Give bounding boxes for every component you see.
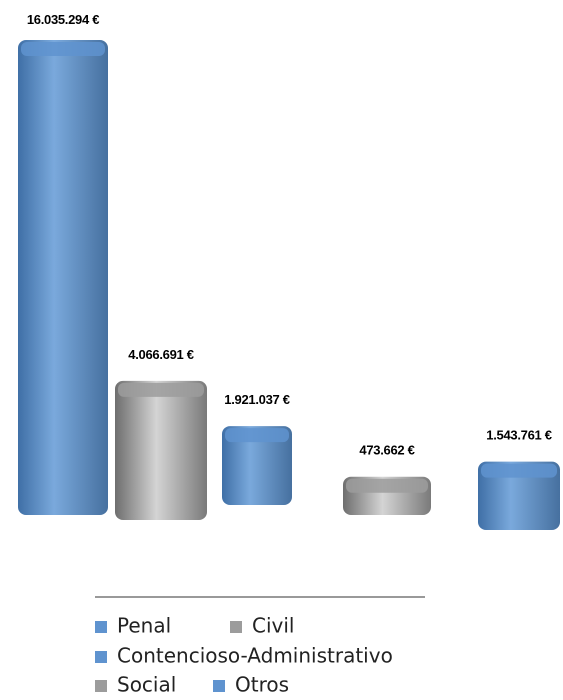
value-label: 4.066.691 €	[128, 347, 193, 362]
value-label: 16.035.294 €	[27, 12, 99, 27]
legend-swatch	[95, 680, 107, 692]
legend-swatch	[95, 621, 107, 633]
value-label: 473.662 €	[359, 443, 414, 458]
bar	[115, 380, 207, 520]
bar	[222, 426, 292, 505]
legend-swatch	[95, 651, 107, 663]
legend-label: Contencioso-Administrativo	[117, 644, 393, 668]
bar-top	[225, 428, 289, 443]
legend-label: Civil	[252, 614, 294, 638]
legend-swatch	[230, 621, 242, 633]
legend-label: Social	[117, 673, 176, 697]
bar	[478, 461, 560, 530]
value-label: 1.543.761 €	[486, 428, 551, 443]
bar-top	[481, 463, 557, 478]
legend-label: Penal	[117, 614, 171, 638]
bar	[18, 40, 108, 515]
value-label: 1.921.037 €	[224, 392, 289, 407]
legend-label: Otros	[235, 673, 289, 697]
bar-top	[346, 478, 428, 493]
bar-top	[21, 42, 105, 56]
bar-top	[118, 382, 204, 397]
legend-swatch	[213, 680, 225, 692]
